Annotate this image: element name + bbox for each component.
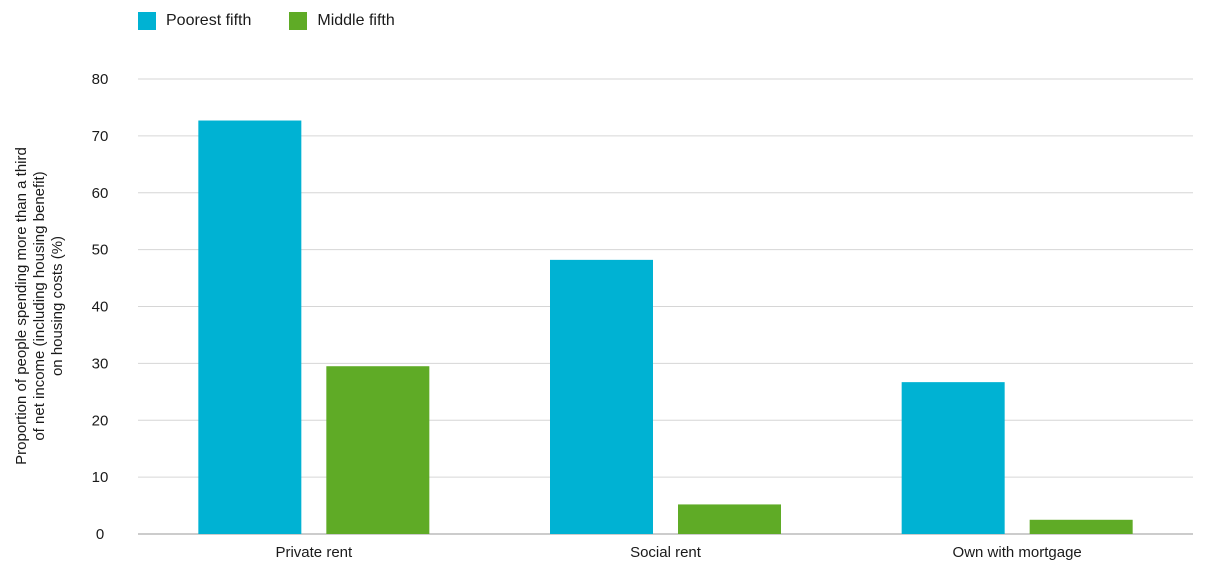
bar-middle-fifth-private-rent (326, 366, 430, 534)
bars (198, 120, 1133, 535)
y-axis-title-line-2: of net income (including housing benefit… (31, 171, 48, 440)
legend-label-middle-fifth: Middle fifth (317, 12, 395, 29)
y-tick-label-60: 60 (92, 185, 109, 202)
legend-swatch-middle-fifth (289, 12, 308, 30)
x-axis-ticks: Private rent Social rent Own with mortgage (275, 544, 1081, 561)
x-tick-label-private-rent: Private rent (275, 544, 353, 561)
legend-item-middle-fifth: Middle fifth (289, 12, 395, 30)
x-tick-label-own-with-mortgage: Own with mortgage (953, 544, 1082, 561)
y-axis-title: Proportion of people spending more than … (13, 147, 66, 465)
legend-swatch-poorest-fifth (138, 12, 156, 30)
y-tick-label-0: 0 (96, 526, 104, 543)
legend-label-poorest-fifth: Poorest fifth (166, 12, 252, 29)
bar-poorest-fifth-own-with-mortgage (901, 382, 1005, 534)
y-tick-label-40: 40 (92, 299, 109, 316)
bar-middle-fifth-social-rent (678, 504, 781, 534)
x-tick-label-social-rent: Social rent (630, 544, 702, 561)
y-tick-label-70: 70 (92, 128, 109, 145)
bar-poorest-fifth-private-rent (198, 120, 302, 535)
bar-middle-fifth-own-with-mortgage (1029, 519, 1133, 534)
y-tick-label-50: 50 (92, 242, 109, 259)
y-tick-label-20: 20 (92, 412, 109, 429)
y-axis-title-line-3: on housing costs (%) (49, 236, 66, 376)
y-tick-label-10: 10 (92, 469, 109, 486)
y-axis-ticks: 0 10 20 30 40 50 60 70 80 (92, 71, 109, 543)
legend-item-poorest-fifth: Poorest fifth (138, 12, 251, 30)
bar-poorest-fifth-social-rent (550, 259, 653, 534)
y-axis-title-line-1: Proportion of people spending more than … (13, 147, 30, 465)
y-tick-label-30: 30 (92, 355, 109, 372)
y-tick-label-80: 80 (92, 71, 109, 88)
legend: Poorest fifth Middle fifth (138, 12, 433, 30)
gridlines (138, 78, 1193, 535)
